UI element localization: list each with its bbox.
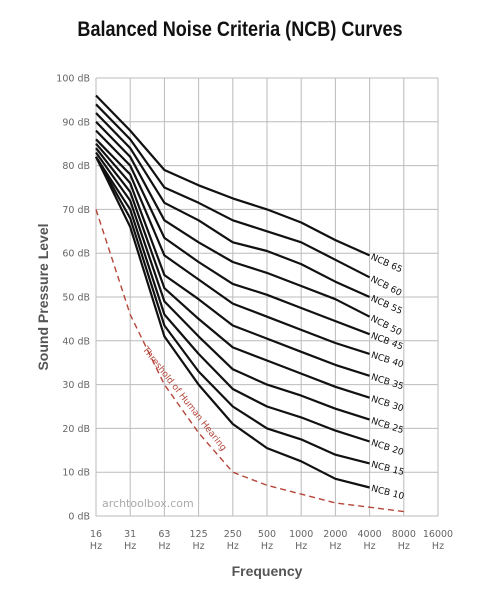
y-tick-label: 70 dB bbox=[62, 205, 90, 216]
x-tick-unit: Hz bbox=[398, 541, 410, 552]
curve-label: NCB 40 bbox=[370, 351, 405, 371]
ncb-curve bbox=[95, 142, 370, 377]
chart-title: Balanced Noise Criteria (NCB) Curves bbox=[77, 18, 403, 41]
ncb-curve bbox=[95, 129, 370, 336]
y-tick-label: 60 dB bbox=[62, 249, 90, 260]
y-tick-label: 0 dB bbox=[68, 512, 90, 523]
ncb-curve bbox=[95, 121, 371, 318]
y-tick-label: 100 dB bbox=[56, 74, 90, 85]
curve-label: NCB 65 bbox=[369, 253, 404, 276]
curve-label: NCB 15 bbox=[370, 460, 405, 478]
curve-label: NCB 10 bbox=[370, 484, 405, 502]
x-tick-label: 500 bbox=[258, 529, 276, 540]
y-tick-label: 30 dB bbox=[62, 380, 90, 391]
y-tick-label: 50 dB bbox=[62, 293, 90, 304]
x-tick-unit: Hz bbox=[193, 541, 205, 552]
x-tick-unit: Hz bbox=[227, 541, 239, 552]
x-tick-label: 1000 bbox=[289, 529, 313, 540]
curve-label: NCB 35 bbox=[370, 373, 405, 393]
x-tick-label: 31 bbox=[124, 529, 136, 540]
watermark: archtoolbox.com bbox=[102, 497, 194, 510]
ncb-curve bbox=[95, 103, 371, 279]
x-tick-unit: Hz bbox=[432, 541, 444, 552]
x-tick-label: 16000 bbox=[423, 529, 453, 540]
y-tick-label: 10 dB bbox=[62, 468, 90, 479]
x-tick-label: 16 bbox=[90, 529, 102, 540]
x-tick-label: 63 bbox=[158, 529, 170, 540]
y-tick-label: 80 dB bbox=[62, 161, 90, 172]
x-tick-unit: Hz bbox=[261, 541, 273, 552]
ncb-curve bbox=[95, 156, 370, 443]
x-tick-label: 250 bbox=[224, 529, 242, 540]
x-tick-unit: Hz bbox=[90, 541, 102, 552]
ncb-curves bbox=[95, 94, 404, 513]
x-tick-label: 4000 bbox=[358, 529, 382, 540]
ncb-curve bbox=[95, 147, 370, 399]
y-tick-label: 20 dB bbox=[62, 424, 90, 435]
x-axis-ticks: 16Hz31Hz63Hz125Hz250Hz500Hz1000Hz2000Hz4… bbox=[90, 529, 453, 552]
y-axis-title: Sound Pressure Level bbox=[35, 223, 51, 370]
x-tick-label: 8000 bbox=[392, 529, 416, 540]
ncb-curve bbox=[95, 156, 370, 465]
y-tick-label: 40 dB bbox=[62, 336, 90, 347]
ncb-curve bbox=[95, 112, 371, 299]
x-tick-unit: Hz bbox=[364, 541, 376, 552]
x-tick-label: 125 bbox=[190, 529, 208, 540]
curve-label: NCB 20 bbox=[370, 438, 405, 458]
x-tick-unit: Hz bbox=[124, 541, 136, 552]
x-tick-unit: Hz bbox=[158, 541, 170, 552]
x-tick-label: 2000 bbox=[323, 529, 347, 540]
curve-label: NCB 25 bbox=[370, 416, 405, 436]
y-axis-ticks: 0 dB 10 dB 20 dB 30 dB 40 dB 50 dB 60 dB 70 dB 8… bbox=[56, 74, 90, 523]
curve-label: NCB 30 bbox=[370, 395, 405, 415]
ncb-curve bbox=[95, 156, 370, 489]
threshold-curve bbox=[95, 209, 404, 513]
threshold-label: Threshold of Human Hearing bbox=[139, 344, 228, 453]
ncb-curve bbox=[95, 138, 370, 355]
y-tick-label: 90 dB bbox=[62, 117, 90, 128]
ncb-curve bbox=[95, 94, 371, 257]
x-axis-title: Frequency bbox=[232, 563, 303, 579]
ncb-curve bbox=[95, 151, 370, 421]
x-tick-unit: Hz bbox=[329, 541, 341, 552]
x-tick-unit: Hz bbox=[295, 541, 307, 552]
